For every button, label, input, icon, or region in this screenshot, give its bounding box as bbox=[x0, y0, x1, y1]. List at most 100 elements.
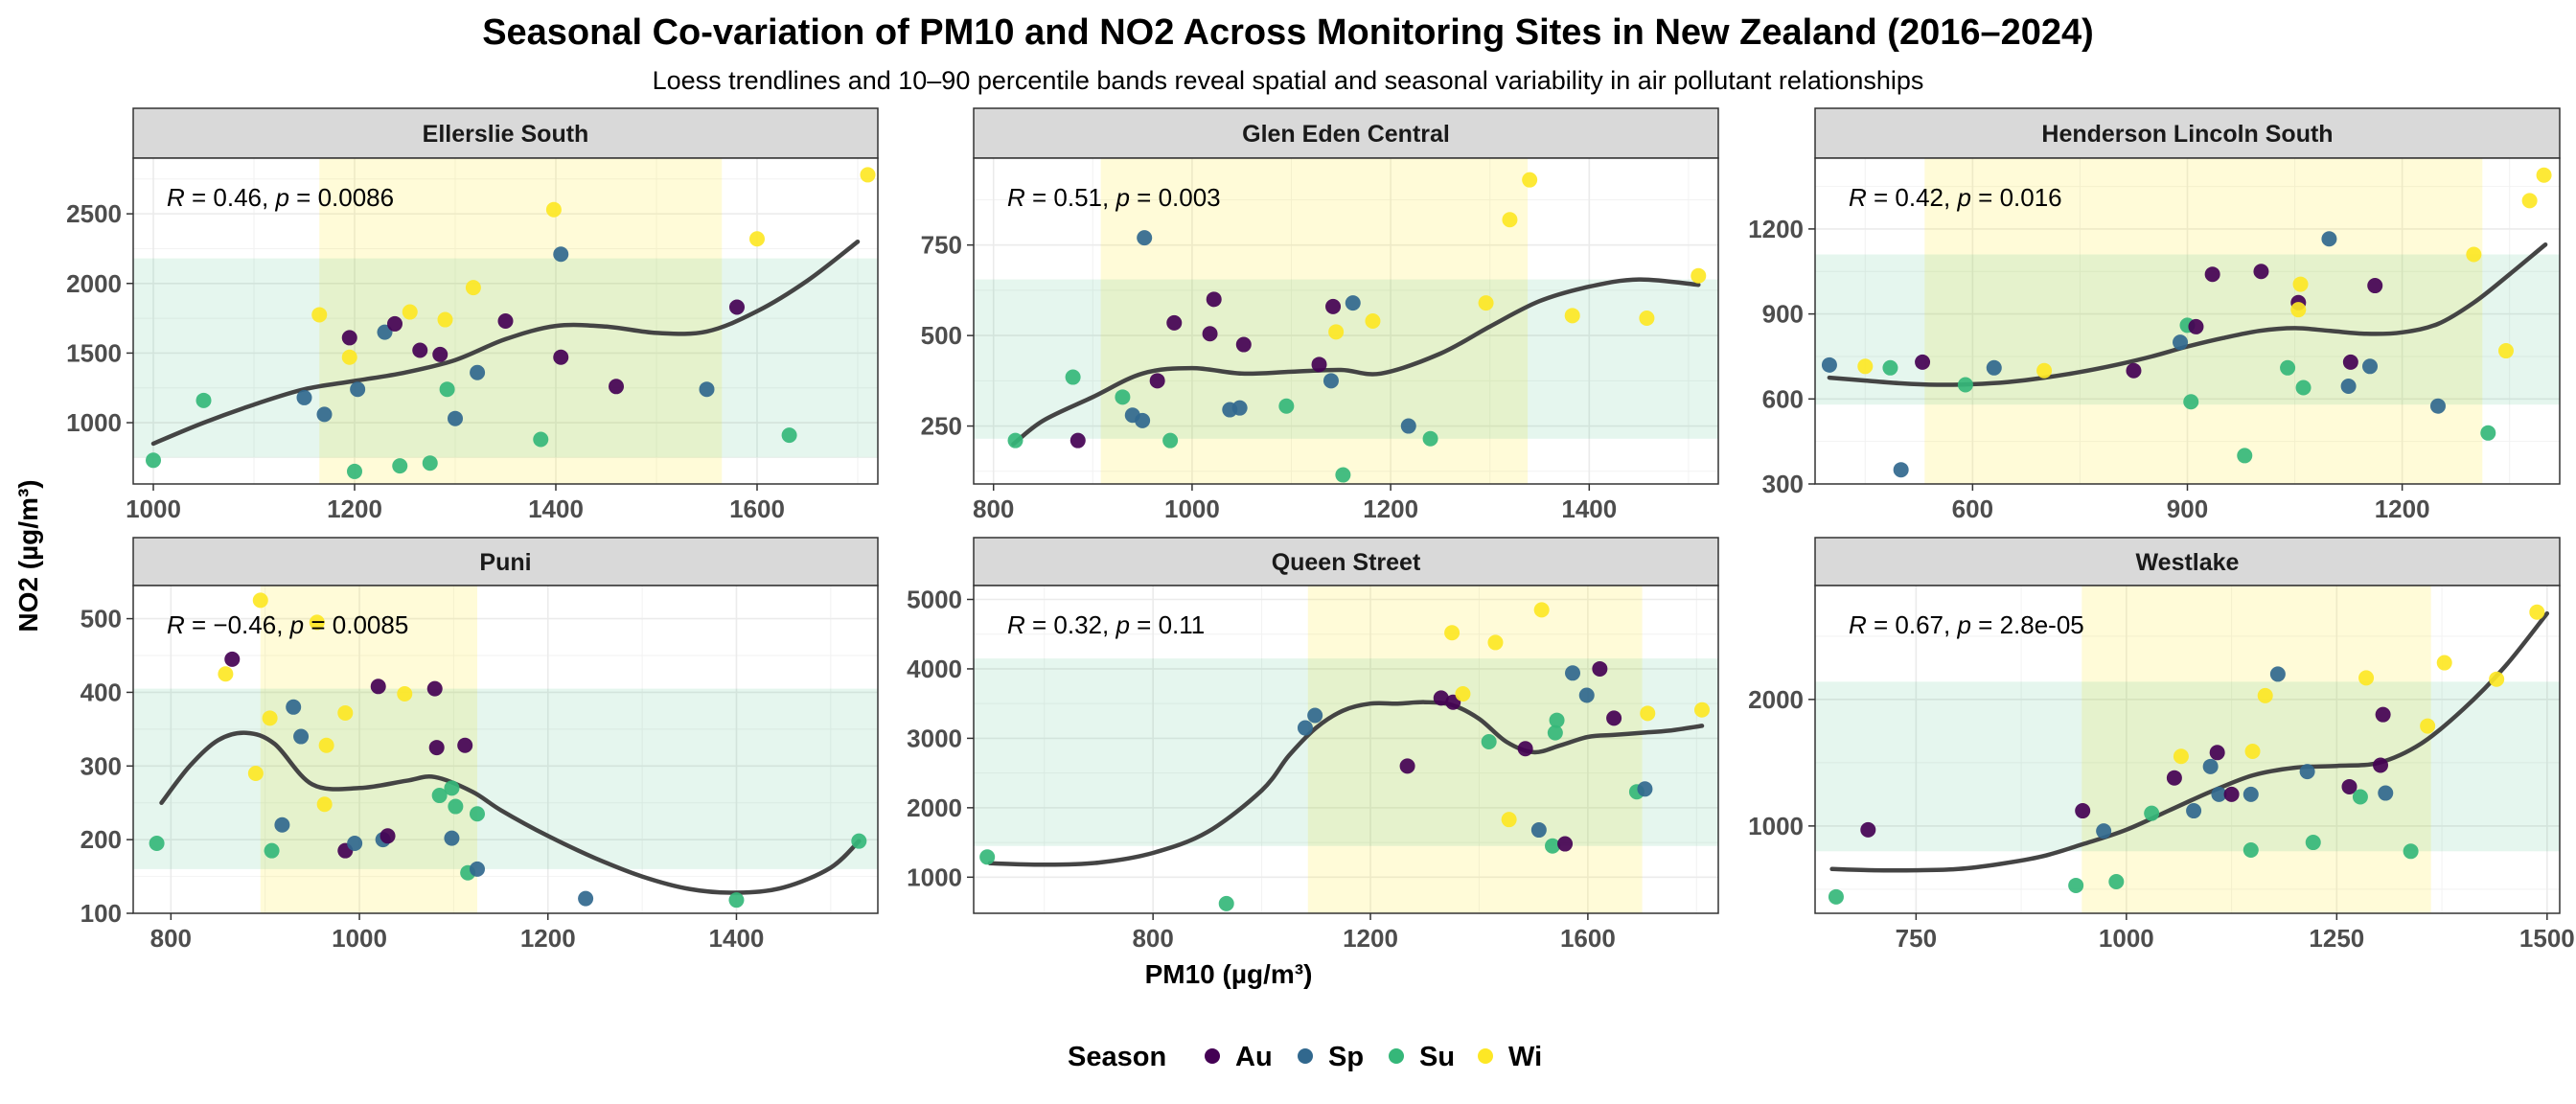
loess-trendline bbox=[1829, 610, 2550, 873]
x-tick-label: 1200 bbox=[1343, 924, 1398, 953]
data-point-au bbox=[2209, 745, 2225, 761]
data-point-su bbox=[1278, 398, 1295, 414]
data-point-au bbox=[1235, 336, 1252, 353]
data-point-wi bbox=[318, 737, 334, 753]
data-point-au bbox=[2126, 362, 2142, 379]
data-point-su bbox=[2108, 873, 2125, 889]
data-point-wi bbox=[2489, 671, 2505, 687]
data-point-su bbox=[2352, 789, 2368, 805]
data-point-wi bbox=[252, 592, 268, 609]
data-point-au bbox=[497, 313, 514, 329]
y-tick-label: 2000 bbox=[907, 794, 962, 822]
data-point-wi bbox=[309, 614, 325, 631]
data-point-sp bbox=[578, 890, 594, 907]
correlation-annotation: R = 0.42, p = 0.016 bbox=[1849, 183, 2062, 212]
panel-background bbox=[974, 586, 1718, 913]
data-point-su bbox=[2237, 448, 2253, 464]
correlation-annotation: R = 0.46, p = 0.0086 bbox=[167, 183, 394, 212]
data-point-su bbox=[1065, 369, 1081, 385]
data-point-sp bbox=[2340, 379, 2357, 394]
data-point-wi bbox=[2436, 655, 2452, 671]
panel-background bbox=[1815, 586, 2560, 913]
data-point-su bbox=[851, 833, 867, 849]
data-point-sp bbox=[2242, 786, 2259, 802]
data-point-sp bbox=[2186, 803, 2202, 819]
panel-plot-area bbox=[974, 158, 1718, 484]
data-point-wi bbox=[2244, 743, 2261, 759]
data-point-su bbox=[979, 849, 996, 865]
data-point-wi bbox=[1487, 634, 1504, 651]
data-point-su bbox=[2068, 877, 2084, 893]
stat-p-value: = 0.11 bbox=[1130, 610, 1205, 639]
y-tick-label: 2000 bbox=[1748, 685, 1804, 714]
data-point-sp bbox=[699, 381, 715, 398]
panel-plot-area bbox=[1815, 586, 2560, 913]
data-point-su bbox=[431, 788, 448, 804]
data-point-wi bbox=[2358, 670, 2375, 686]
data-point-wi bbox=[1564, 308, 1580, 324]
x-tick-label: 800 bbox=[973, 494, 1014, 523]
data-point-sp bbox=[2202, 758, 2219, 774]
pm10-percentile-band bbox=[1307, 586, 1643, 913]
x-tick-label: 800 bbox=[1132, 924, 1173, 953]
data-point-au bbox=[1592, 660, 1608, 677]
data-point-au bbox=[1606, 710, 1622, 726]
data-point-au bbox=[2375, 706, 2391, 723]
data-point-wi bbox=[2173, 748, 2189, 765]
data-point-sp bbox=[286, 699, 302, 715]
panel-border bbox=[973, 585, 1719, 914]
x-tick-label: 800 bbox=[150, 924, 192, 953]
facet-strip-label: Glen Eden Central bbox=[1242, 121, 1450, 148]
data-point-su bbox=[1545, 838, 1561, 854]
legend-key-wi bbox=[1478, 1048, 1493, 1064]
y-tick-label: 3000 bbox=[907, 724, 962, 752]
data-point-au bbox=[1070, 432, 1086, 448]
stat-p-symbol: p bbox=[274, 183, 288, 212]
facet-puni: Puni 800 1000 1200 1400 100 200 300 400 500 R = −0… bbox=[80, 537, 879, 953]
data-point-su bbox=[1547, 724, 1563, 741]
data-point-wi bbox=[1639, 310, 1655, 326]
data-point-sp bbox=[553, 246, 569, 263]
y-tick-label: 5000 bbox=[907, 585, 962, 613]
data-point-au bbox=[341, 330, 357, 346]
x-tick-label: 750 bbox=[1896, 924, 1937, 953]
data-point-wi bbox=[2521, 193, 2538, 209]
data-point-sp bbox=[1821, 356, 1837, 373]
stat-r-value: = 0.46, bbox=[185, 183, 276, 212]
data-point-au bbox=[1433, 690, 1449, 706]
data-point-au bbox=[387, 315, 402, 332]
data-point-wi bbox=[1501, 812, 1517, 828]
data-point-wi bbox=[1857, 358, 1874, 375]
data-point-wi bbox=[545, 201, 562, 218]
y-tick-label: 1000 bbox=[1748, 812, 1804, 840]
panel-border bbox=[132, 585, 879, 914]
data-point-wi bbox=[218, 666, 234, 682]
data-point-wi bbox=[2466, 246, 2482, 263]
legend-label-sp: Sp bbox=[1328, 1042, 1364, 1072]
y-tick-label: 1500 bbox=[66, 338, 122, 367]
y-tick-label: 250 bbox=[921, 412, 962, 441]
data-point-su bbox=[781, 427, 797, 444]
stat-p-symbol: p bbox=[1956, 610, 1970, 639]
facet-queen-street: Queen Street 800 1200 1600 1000 2000 3000 4000 5… bbox=[907, 537, 1719, 953]
data-point-au bbox=[2166, 770, 2182, 786]
x-tick-label: 1200 bbox=[520, 924, 576, 953]
x-tick-label: 1400 bbox=[1561, 494, 1617, 523]
data-point-sp bbox=[2299, 764, 2315, 780]
y-tick-label: 2000 bbox=[66, 269, 122, 298]
y-tick-label: 4000 bbox=[907, 655, 962, 683]
data-point-au bbox=[609, 379, 624, 395]
data-point-au bbox=[1557, 836, 1574, 852]
data-point-au bbox=[1166, 314, 1183, 331]
data-point-au bbox=[2367, 278, 2383, 294]
data-point-sp bbox=[1893, 462, 1909, 478]
facet-strip bbox=[132, 537, 879, 586]
loess-trendline bbox=[1011, 277, 1701, 447]
data-point-su bbox=[2280, 359, 2296, 376]
grid bbox=[133, 586, 878, 913]
y-tick-label: 400 bbox=[80, 678, 122, 706]
facet-strip bbox=[132, 107, 879, 159]
data-point-sp bbox=[347, 835, 363, 851]
data-point-su bbox=[149, 835, 165, 851]
data-point-au bbox=[553, 349, 569, 365]
